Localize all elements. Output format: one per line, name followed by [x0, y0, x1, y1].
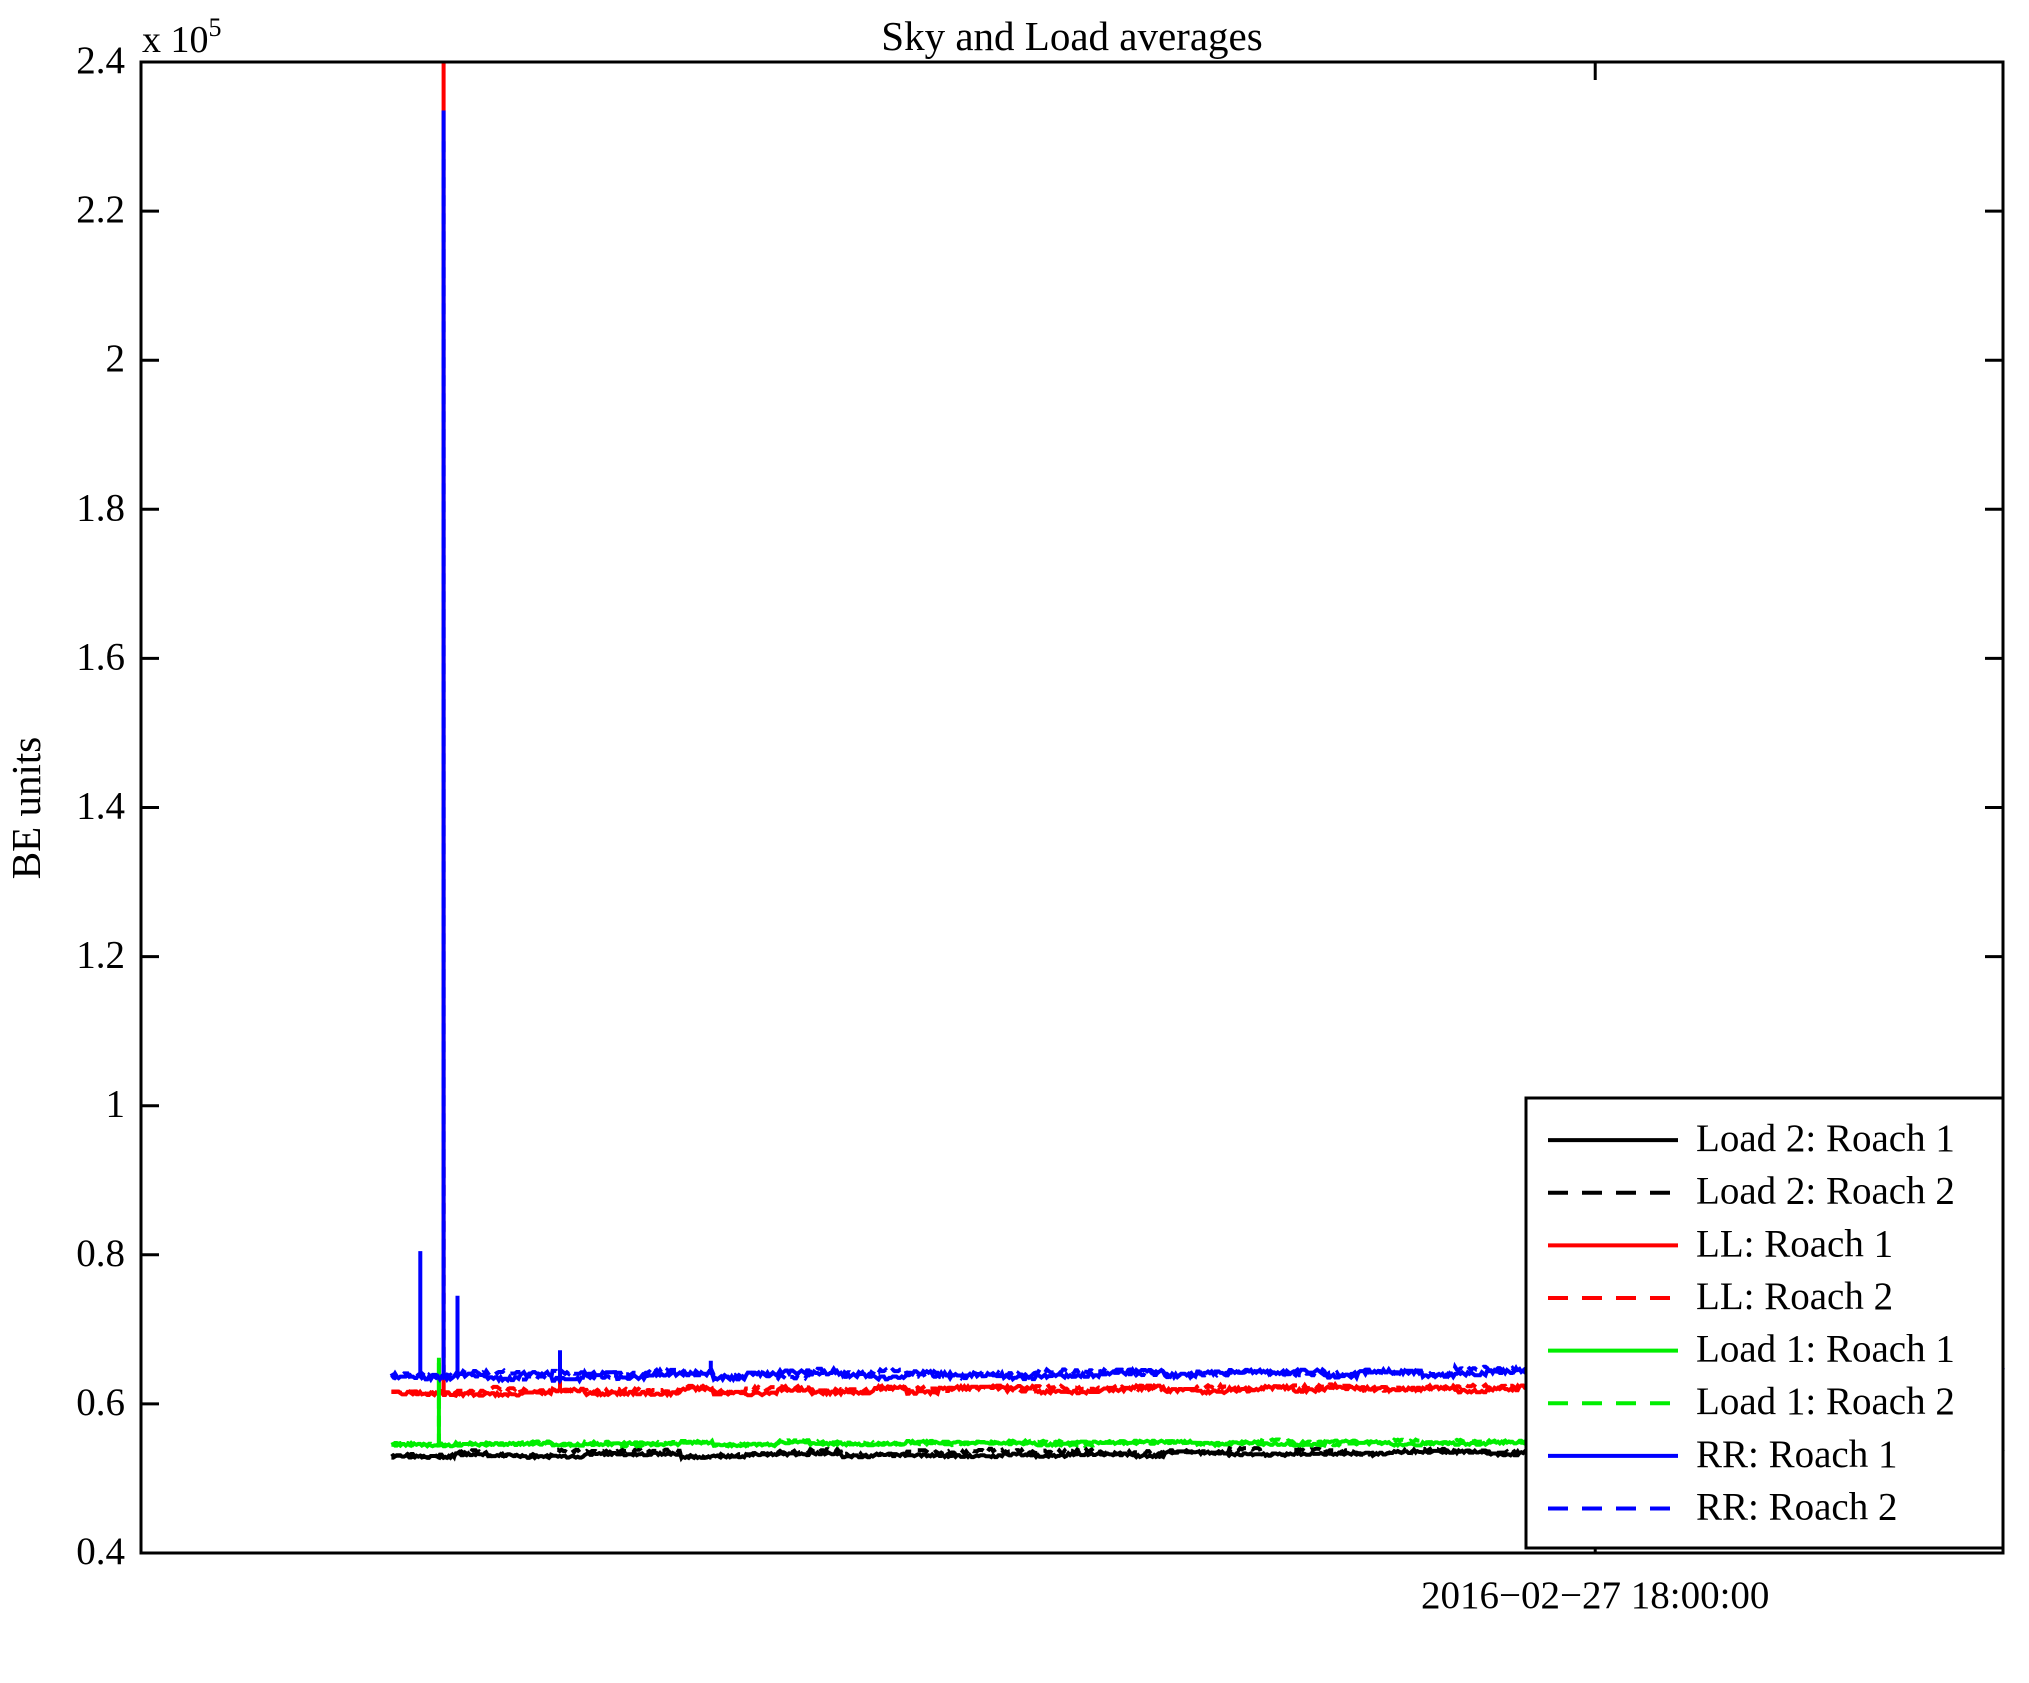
legend-background: [1524, 1096, 2005, 1550]
legend-label: RR: Roach 2: [1696, 1485, 1898, 1528]
legend-label: Load 1: Roach 1: [1696, 1328, 1955, 1371]
y-axis-tick-label: 1.4: [76, 784, 125, 827]
y-axis-tick-label: 2: [106, 337, 126, 380]
series-line: [389, 136, 2005, 1383]
y-axis-tick-label: 1.6: [76, 635, 125, 678]
legend-label: LL: Roach 1: [1696, 1222, 1893, 1265]
y-axis-tick-label: 0.4: [76, 1530, 125, 1573]
legend-items: Load 2: Roach 1 Load 2: Roach 2 LL: Roach …: [1548, 1117, 1955, 1528]
chart-legend[interactable]: Load 2: Roach 1 Load 2: Roach 2 LL: Roach …: [1524, 1096, 2005, 1550]
y-axis-tick-label: 0.8: [76, 1232, 125, 1275]
y-axis-tick-label: 1: [106, 1083, 126, 1126]
legend-label: RR: Roach 1: [1696, 1433, 1898, 1476]
legend-label: Load 2: Roach 1: [1696, 1117, 1955, 1160]
x-axis-tick-label: 2016−02−27 18:00:00: [1421, 1574, 1769, 1617]
y-axis-multiplier-base: x 10: [142, 19, 209, 61]
y-axis-tick-label: 1.8: [76, 486, 125, 529]
tick-label-layer: 0.4 0.6 0.8 1 1.2 1.4 1.6 1.8 2 2.2 2.4 2016−02−27 …: [76, 39, 1769, 1617]
y-axis-tick-label: 2.2: [76, 188, 125, 231]
legend-label: LL: Roach 2: [1696, 1275, 1893, 1318]
y-axis-multiplier-exponent: 5: [209, 13, 222, 42]
legend-label: Load 2: Roach 2: [1696, 1170, 1955, 1213]
y-axis-tick-label: 2.4: [76, 39, 125, 82]
y-axis-tick-label: 0.6: [76, 1381, 125, 1424]
chart-title: Sky and Load averages: [881, 13, 1262, 59]
legend-label: Load 1: Roach 2: [1696, 1380, 1955, 1423]
y-axis-tick-label: 1.2: [76, 934, 125, 977]
y-axis-label: BE units: [3, 737, 49, 879]
y-axis-multiplier: x 105: [142, 13, 222, 61]
